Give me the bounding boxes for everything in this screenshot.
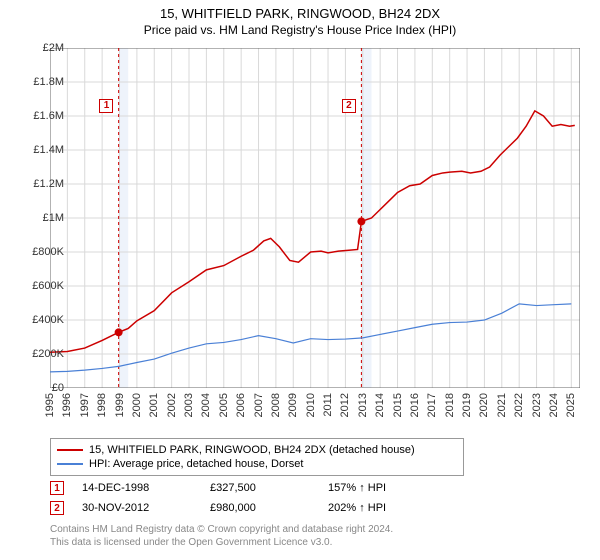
xtick-label: 1995 xyxy=(44,393,56,417)
chart-marker: 1 xyxy=(99,99,113,113)
xtick-label: 2000 xyxy=(131,393,143,417)
ytick-label: £600K xyxy=(32,280,64,292)
sale-hpi-2: 202% ↑ HPI xyxy=(328,502,428,514)
xtick-label: 2020 xyxy=(478,393,490,417)
legend: 15, WHITFIELD PARK, RINGWOOD, BH24 2DX (… xyxy=(50,438,464,476)
sale-row-1: 1 14-DEC-1998 £327,500 157% ↑ HPI xyxy=(50,478,428,498)
chart-svg xyxy=(50,48,580,388)
xtick-label: 2004 xyxy=(200,393,212,417)
chart-container: 15, WHITFIELD PARK, RINGWOOD, BH24 2DX P… xyxy=(0,0,600,560)
xtick-label: 2025 xyxy=(565,393,577,417)
sale-marker-2: 2 xyxy=(50,501,64,515)
sale-marker-1: 1 xyxy=(50,481,64,495)
legend-item-property: 15, WHITFIELD PARK, RINGWOOD, BH24 2DX (… xyxy=(57,443,457,457)
ytick-label: £1.8M xyxy=(33,76,64,88)
xtick-label: 2003 xyxy=(183,393,195,417)
xtick-label: 2023 xyxy=(531,393,543,417)
xtick-label: 2001 xyxy=(148,393,160,417)
legend-swatch-property xyxy=(57,449,83,451)
xtick-label: 2014 xyxy=(374,393,386,417)
xtick-label: 2018 xyxy=(444,393,456,417)
xtick-label: 2005 xyxy=(218,393,230,417)
xtick-label: 2002 xyxy=(166,393,178,417)
footer: Contains HM Land Registry data © Crown c… xyxy=(50,524,393,549)
xtick-label: 2021 xyxy=(496,393,508,417)
xtick-label: 2022 xyxy=(513,393,525,417)
footer-line-1: Contains HM Land Registry data © Crown c… xyxy=(50,524,393,537)
xtick-label: 2010 xyxy=(305,393,317,417)
xtick-label: 2016 xyxy=(409,393,421,417)
xtick-label: 2012 xyxy=(339,393,351,417)
xtick-label: 2008 xyxy=(270,393,282,417)
xtick-label: 2009 xyxy=(287,393,299,417)
legend-label-hpi: HPI: Average price, detached house, Dors… xyxy=(89,458,303,470)
sale-hpi-1: 157% ↑ HPI xyxy=(328,482,428,494)
sale-price-1: £327,500 xyxy=(210,482,310,494)
ytick-label: £1.4M xyxy=(33,144,64,156)
ytick-label: £1.6M xyxy=(33,110,64,122)
xtick-label: 1996 xyxy=(61,393,73,417)
xtick-label: 2017 xyxy=(426,393,438,417)
chart-area xyxy=(50,48,580,388)
xtick-label: 2019 xyxy=(461,393,473,417)
legend-swatch-hpi xyxy=(57,463,83,465)
xtick-label: 2015 xyxy=(392,393,404,417)
xtick-label: 2011 xyxy=(322,393,334,417)
xtick-label: 2013 xyxy=(357,393,369,417)
ytick-label: £2M xyxy=(43,42,64,54)
sale-date-1: 14-DEC-1998 xyxy=(82,482,192,494)
xtick-label: 2007 xyxy=(253,393,265,417)
chart-subtitle: Price paid vs. HM Land Registry's House … xyxy=(0,23,600,41)
xtick-label: 1998 xyxy=(96,393,108,417)
xtick-label: 2024 xyxy=(548,393,560,417)
ytick-label: £1.2M xyxy=(33,178,64,190)
sale-rows: 1 14-DEC-1998 £327,500 157% ↑ HPI 2 30-N… xyxy=(50,478,428,518)
legend-label-property: 15, WHITFIELD PARK, RINGWOOD, BH24 2DX (… xyxy=(89,444,415,456)
xtick-label: 1999 xyxy=(114,393,126,417)
sale-price-2: £980,000 xyxy=(210,502,310,514)
ytick-label: £1M xyxy=(43,212,64,224)
ytick-label: £200K xyxy=(32,348,64,360)
sale-date-2: 30-NOV-2012 xyxy=(82,502,192,514)
ytick-label: £800K xyxy=(32,246,64,258)
legend-item-hpi: HPI: Average price, detached house, Dors… xyxy=(57,457,457,471)
xtick-label: 2006 xyxy=(235,393,247,417)
chart-title: 15, WHITFIELD PARK, RINGWOOD, BH24 2DX xyxy=(0,0,600,23)
xtick-label: 1997 xyxy=(79,393,91,417)
chart-marker: 2 xyxy=(342,99,356,113)
footer-line-2: This data is licensed under the Open Gov… xyxy=(50,537,393,550)
sale-row-2: 2 30-NOV-2012 £980,000 202% ↑ HPI xyxy=(50,498,428,518)
ytick-label: £400K xyxy=(32,314,64,326)
